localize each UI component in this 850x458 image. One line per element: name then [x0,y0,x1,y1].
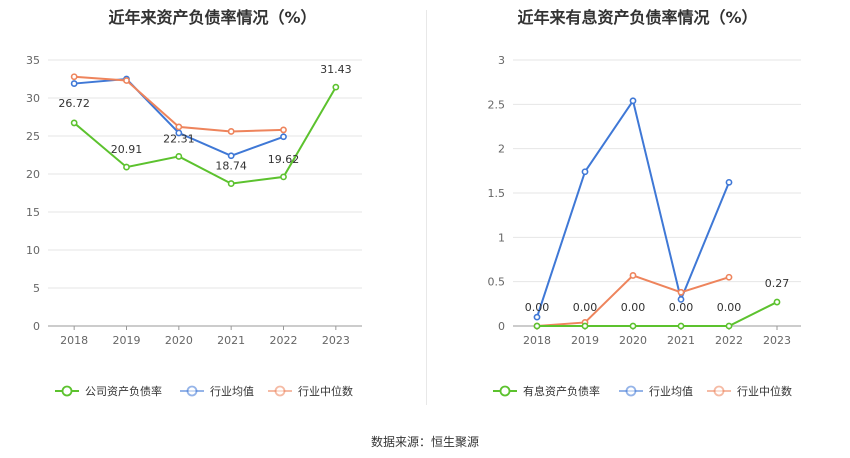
y-tick-label: 0 [498,320,505,333]
panel-divider [426,10,427,405]
data-point [227,152,235,160]
series-line [73,86,337,185]
data-point [725,273,733,281]
x-tick-label: 2018 [523,334,551,347]
data-point [175,153,183,160]
chart-svg-debt-ratio: 0 5 10 15 20 25 30 35 2018 2019 2020 2021 2022 2023 26… [26,54,362,398]
legend-item: 行业中位数 [707,384,792,398]
data-point [280,126,287,134]
data-label: 0.27 [765,277,790,290]
y-tick-label: 2 [498,143,505,156]
y-tick-label: 0 [33,320,40,333]
data-point [581,322,589,330]
x-tick-label: 2018 [60,334,88,347]
legend-item: 行业均值 [619,385,693,398]
data-label: 0.00 [621,301,646,314]
data-point [629,97,637,105]
data-point [725,178,733,186]
data-point [175,123,183,131]
data-point [70,119,78,127]
y-tick-label: 10 [26,244,40,257]
data-point [280,173,287,181]
data-point [227,180,235,187]
y-tick-label: 15 [26,206,40,219]
data-label: 0.00 [669,301,694,314]
y-tick-label: 3 [498,54,505,67]
data-point [725,322,733,330]
series-line [537,301,778,327]
data-point [70,73,78,81]
y-tick-label: 5 [33,282,40,295]
data-label: 0.00 [717,301,742,314]
x-tick-label: 2020 [619,334,647,347]
legend-label: 行业中位数 [737,384,792,398]
x-tick-label: 2023 [322,334,350,347]
data-point [629,322,637,330]
y-tick-label: 25 [26,130,40,143]
legend-item: 公司资产负债率 [55,384,162,398]
data-point [773,298,781,306]
legend-marker [625,385,637,397]
series-line [74,75,284,133]
series-line [536,98,730,318]
x-tick-label: 2023 [763,334,791,347]
chart-svg-interest-debt-ratio: 0 0.5 1 1.5 2 2.5 3 2018 2019 2020 2021 2022 2023 0.0… [488,54,801,398]
legend-marker [61,385,73,397]
x-tick-label: 2021 [667,334,695,347]
legend-item: 有息资产负债率 [493,384,600,398]
y-tick-label: 1 [498,231,505,244]
data-point [280,133,287,141]
legend-label: 行业中位数 [298,384,353,398]
data-point [175,129,183,137]
y-tick-label: 2.5 [488,98,506,111]
data-label: 20.91 [111,143,143,156]
data-point [332,83,340,91]
chart-title: 近年来资产负债率情况（%） [108,8,317,27]
data-label: 0.00 [573,301,598,314]
data-point [677,295,685,303]
x-tick-label: 2019 [571,334,599,347]
legend-marker [186,385,198,397]
chart-title: 近年来有息资产负债率情况（%） [517,8,758,27]
legend-label: 行业均值 [649,385,693,398]
legend-item: 行业中位数 [268,384,353,398]
chart-panel-debt-ratio: 近年来资产负债率情况（%） 0 5 10 15 20 25 30 35 2018 2019 2020… [0,0,425,410]
data-point [533,322,541,330]
x-tick-label: 2022 [270,334,298,347]
legend-marker [499,385,511,397]
y-tick-label: 0.5 [488,276,506,289]
chart-panel-interest-debt-ratio: 近年来有息资产负债率情况（%） 0 0.5 1 1.5 2 2.5 3 2018 2019 202… [425,0,850,410]
y-tick-label: 35 [26,54,40,67]
legend-marker [713,385,725,397]
data-point [581,168,589,176]
legend-item: 行业均值 [180,385,254,398]
y-tick-label: 30 [26,92,40,105]
x-tick-label: 2021 [217,334,245,347]
data-point [123,77,130,84]
data-label: 22.31 [163,132,195,145]
data-point [533,313,541,321]
data-label: 0.00 [525,301,550,314]
source-label: 数据来源：恒生聚源 [370,435,479,449]
data-label: 18.74 [215,160,247,173]
data-point [677,288,685,296]
y-tick-label: 1.5 [488,187,506,200]
x-tick-label: 2019 [113,334,141,347]
data-label: 31.43 [320,63,352,76]
data-point [227,128,235,135]
legend-label: 行业均值 [210,385,254,398]
data-point [123,163,130,171]
x-tick-label: 2020 [165,334,193,347]
legend-label: 公司资产负债率 [85,384,162,398]
x-tick-label: 2022 [715,334,743,347]
y-tick-label: 20 [26,168,40,181]
data-label: 19.62 [268,153,300,166]
data-point [677,322,685,330]
legend-label: 有息资产负债率 [523,384,600,398]
data-label: 26.72 [58,97,90,110]
data-point [629,272,637,279]
data-point [70,80,78,87]
legend-marker [274,385,286,397]
